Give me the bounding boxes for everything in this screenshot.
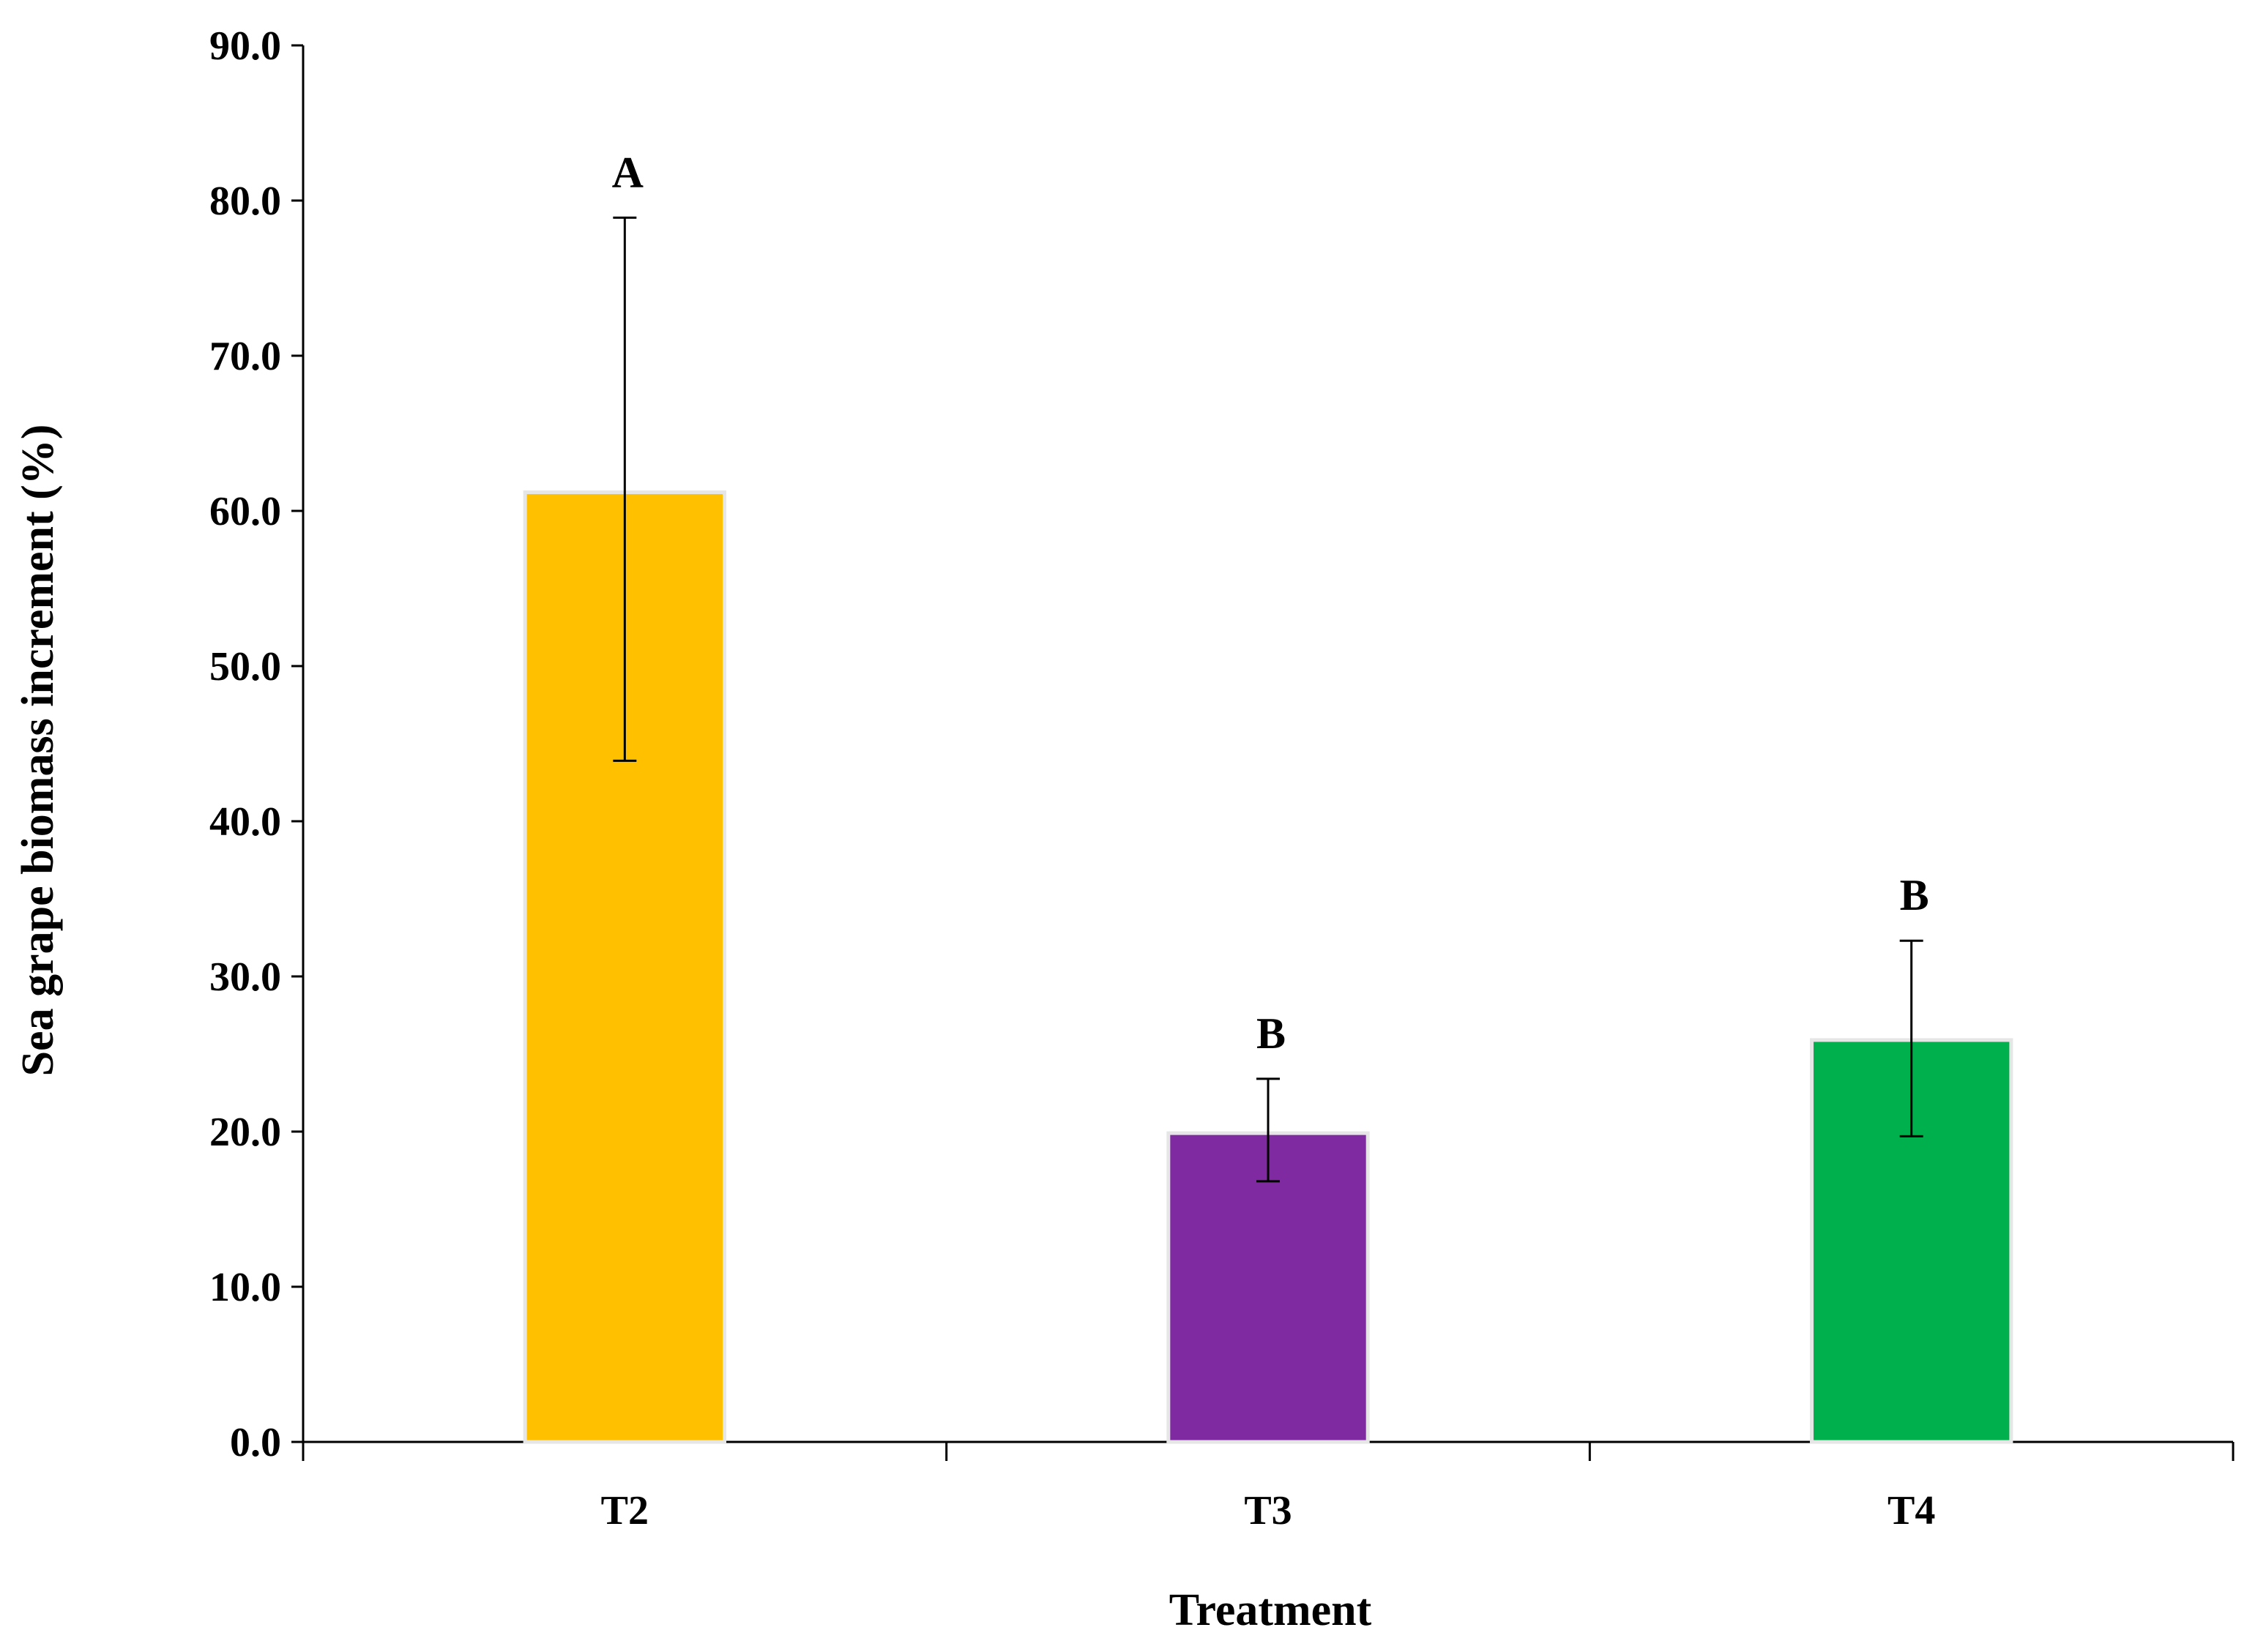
significance-label-t3: B [1256,1009,1286,1058]
significance-labels: A B B [612,148,1929,1058]
bar-t3 [1166,1131,1370,1444]
x-tick-label: T4 [1888,1488,1935,1533]
y-tick-label: 30.0 [209,954,281,1000]
x-axis-title: Treatment [1169,1585,1372,1635]
y-axis: 0.0 10.0 20.0 30.0 40.0 50.0 60.0 70.0 80.0 90.0 [209,23,305,1465]
y-tick-label: 40.0 [209,799,281,845]
significance-label-t4: B [1900,871,1929,919]
y-tick-label: 60.0 [209,489,281,534]
x-tick-label: T2 [601,1488,649,1533]
bar-t4 [1809,1038,2013,1444]
y-tick-label: 70.0 [209,334,281,379]
error-bars [613,216,1923,1183]
y-axis-title: Sea grape biomass increment (%) [13,425,63,1077]
x-axis: T2 T3 T4 [302,1440,2235,1533]
y-tick-label: 20.0 [209,1110,281,1155]
x-tick-label: T3 [1244,1488,1292,1533]
significance-label-t2: A [612,148,644,196]
y-tick-label: 50.0 [209,644,281,689]
y-tick-label: 90.0 [209,23,281,69]
bars [523,490,2013,1444]
y-tick-label: 80.0 [209,179,281,224]
y-tick-label: 10.0 [209,1265,281,1310]
y-tick-label: 0.0 [230,1420,281,1465]
